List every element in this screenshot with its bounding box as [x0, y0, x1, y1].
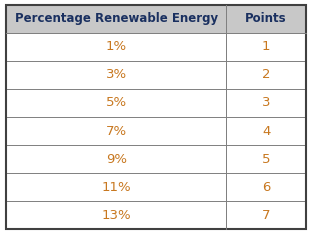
Text: 1: 1 — [262, 40, 270, 53]
Text: Points: Points — [245, 12, 287, 25]
Text: 3%: 3% — [106, 68, 127, 81]
Bar — [227, 117, 306, 145]
Bar — [6, 61, 227, 89]
Bar — [6, 173, 227, 201]
Text: 11%: 11% — [101, 181, 131, 194]
Text: 9%: 9% — [106, 153, 127, 166]
Bar — [227, 173, 306, 201]
Text: 6: 6 — [262, 181, 270, 194]
Text: 7: 7 — [262, 209, 270, 222]
Bar — [227, 5, 306, 33]
Bar — [227, 61, 306, 89]
Text: 7%: 7% — [106, 124, 127, 138]
Text: 13%: 13% — [101, 209, 131, 222]
Bar — [227, 33, 306, 61]
Text: 1%: 1% — [106, 40, 127, 53]
Text: 3: 3 — [262, 96, 270, 110]
Text: 5%: 5% — [106, 96, 127, 110]
Text: 2: 2 — [262, 68, 270, 81]
Bar — [227, 201, 306, 229]
Bar — [6, 33, 227, 61]
Text: 4: 4 — [262, 124, 270, 138]
Text: 5: 5 — [262, 153, 270, 166]
Bar — [6, 89, 227, 117]
Text: Percentage Renewable Energy: Percentage Renewable Energy — [15, 12, 218, 25]
Bar — [227, 89, 306, 117]
Bar — [6, 5, 227, 33]
Bar — [6, 201, 227, 229]
Bar — [6, 145, 227, 173]
Bar — [6, 117, 227, 145]
Bar — [227, 145, 306, 173]
